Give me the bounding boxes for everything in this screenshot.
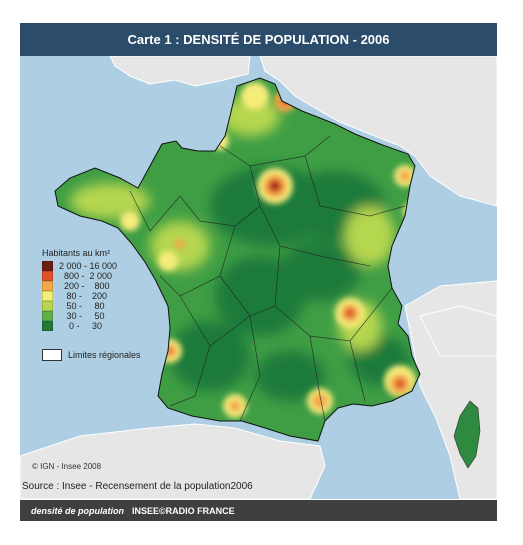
caption-credit: INSEE©RADIO FRANCE — [132, 505, 235, 516]
map-title: Carte 1 : DENSITÉ DE POPULATION - 2006 — [20, 23, 497, 56]
legend-title: Habitants au km² — [42, 248, 111, 258]
legend-range: 50 - 80 — [59, 301, 105, 311]
legend-range: 30 - 50 — [59, 311, 105, 321]
legend-item: 2 000 - 16 000 — [42, 261, 117, 271]
legend-range: 0 - 30 — [59, 321, 103, 331]
legend-swatch — [42, 281, 53, 291]
regional-limits-swatch — [42, 349, 62, 361]
corsica-shape — [453, 400, 481, 469]
legend-range: 800 - 2 000 — [59, 271, 113, 281]
france-border — [54, 77, 421, 442]
legend-item: 30 - 50 — [42, 311, 117, 321]
caption-bar: densité de population INSEE©RADIO FRANCE — [20, 500, 497, 521]
legend-item: 50 - 80 — [42, 301, 117, 311]
regional-limits-label: Limites régionales — [68, 350, 141, 360]
legend-range: 2 000 - 16 000 — [59, 261, 118, 271]
map-area: Habitants au km² 2 000 - 16 000 800 - 2 … — [20, 56, 497, 499]
legend-swatch — [42, 271, 53, 281]
regional-limits-key: Limites régionales — [42, 349, 141, 361]
legend-item: 200 - 800 — [42, 281, 117, 291]
legend-swatch — [42, 321, 53, 331]
legend-swatch — [42, 261, 53, 271]
density-legend: Habitants au km² 2 000 - 16 000 800 - 2 … — [42, 248, 117, 331]
map-figure: Carte 1 : DENSITÉ DE POPULATION - 2006 — [20, 23, 497, 523]
caption-title: densité de population — [31, 505, 125, 516]
legend-item: 0 - 30 — [42, 321, 117, 331]
legend-swatch — [42, 291, 53, 301]
legend-range: 200 - 800 — [59, 281, 110, 291]
source-text: Source : Insee - Recensement de la popul… — [22, 481, 253, 492]
legend-swatch — [42, 301, 53, 311]
legend-range: 80 - 200 — [59, 291, 108, 301]
legend-item: 800 - 2 000 — [42, 271, 117, 281]
legend-item: 80 - 200 — [42, 291, 117, 301]
legend-swatch — [42, 311, 53, 321]
france-density-map — [20, 56, 497, 499]
copyright-text: © IGN - Insee 2008 — [32, 462, 102, 471]
